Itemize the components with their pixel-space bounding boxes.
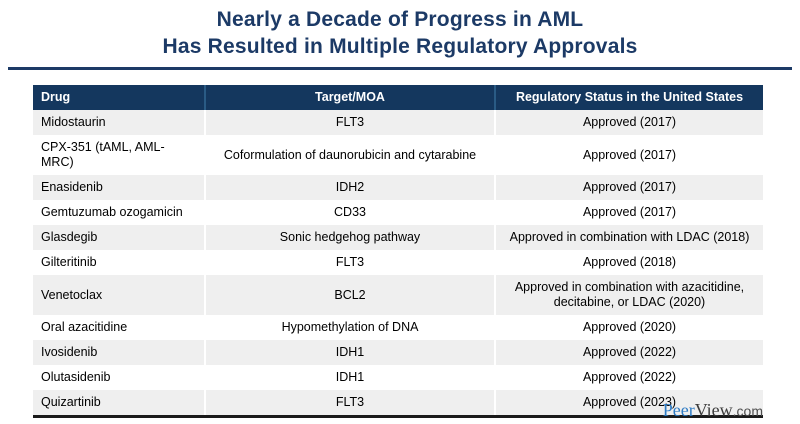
status-cell: Approved (2018): [494, 250, 763, 275]
table-row: Glasdegib Sonic hedgehog pathway Approved …: [33, 225, 763, 250]
drug-cell: Quizartinib: [33, 390, 205, 417]
drug-cell: Glasdegib: [33, 225, 205, 250]
col-header-target: Target/MOA: [204, 85, 495, 110]
drug-cell: Gemtuzumab ozogamicin: [33, 200, 205, 225]
logo-peer-text: Peer: [662, 400, 695, 420]
table-row: Olutasidenib IDH1 Approved (2022): [33, 365, 763, 390]
drug-cell: Enasidenib: [33, 175, 205, 200]
table-row: CPX-351 (tAML, AML-MRC) Coformulation of …: [33, 135, 763, 175]
target-cell: Coformulation of daunorubicin and cytara…: [204, 135, 495, 175]
table-row: Gemtuzumab ozogamicin CD33 Approved (2017): [33, 200, 763, 225]
target-cell: IDH1: [204, 365, 495, 390]
status-cell: Approved (2022): [494, 340, 763, 365]
table-row: Midostaurin FLT3 Approved (2017): [33, 110, 763, 135]
drug-cell: Gilteritinib: [33, 250, 205, 275]
peerview-logo: PeerView.com: [663, 400, 763, 421]
col-header-status: Regulatory Status in the United States: [494, 85, 763, 110]
status-cell: Approved (2023): [494, 390, 763, 417]
drug-cell: Venetoclax: [33, 275, 205, 315]
logo-domain-text: .com: [732, 403, 763, 419]
drug-cell: Olutasidenib: [33, 365, 205, 390]
status-cell: Approved (2020): [494, 315, 763, 340]
slide-title-line2: Has Resulted in Multiple Regulatory Appr…: [162, 35, 638, 58]
slide-title: Nearly a Decade of Progress in AML Has R…: [0, 6, 800, 60]
status-cell: Approved in combination with azacitidine…: [494, 275, 763, 315]
table-row: Quizartinib FLT3 Approved (2023): [33, 390, 763, 417]
status-cell: Approved in combination with LDAC (2018): [494, 225, 763, 250]
col-header-drug: Drug: [33, 85, 205, 110]
target-cell: FLT3: [204, 250, 495, 275]
title-underline-rule: [8, 67, 792, 70]
drug-cell: Ivosidenib: [33, 340, 205, 365]
drug-cell: CPX-351 (tAML, AML-MRC): [33, 135, 205, 175]
approvals-table-wrap: Drug Target/MOA Regulatory Status in the…: [33, 85, 763, 418]
table-row: Enasidenib IDH2 Approved (2017): [33, 175, 763, 200]
table-row: Venetoclax BCL2 Approved in combination wi…: [33, 275, 763, 315]
table-row: Ivosidenib IDH1 Approved (2022): [33, 340, 763, 365]
status-cell: Approved (2017): [494, 135, 763, 175]
table-row: Gilteritinib FLT3 Approved (2018): [33, 250, 763, 275]
status-cell: Approved (2022): [494, 365, 763, 390]
table-body: Midostaurin FLT3 Approved (2017) CPX-351 (t…: [33, 110, 763, 417]
target-cell: BCL2: [204, 275, 495, 315]
target-cell: FLT3: [204, 390, 495, 417]
target-cell: CD33: [204, 200, 495, 225]
target-cell: Hypomethylation of DNA: [204, 315, 495, 340]
drug-cell: Midostaurin: [33, 110, 205, 135]
slide-title-line1: Nearly a Decade of Progress in AML: [216, 8, 584, 31]
target-cell: IDH2: [204, 175, 495, 200]
table-row: Oral azacitidine Hypomethylation of DNA Ap…: [33, 315, 763, 340]
drug-cell: Oral azacitidine: [33, 315, 205, 340]
status-cell: Approved (2017): [494, 175, 763, 200]
status-cell: Approved (2017): [494, 110, 763, 135]
table-header: Drug Target/MOA Regulatory Status in the…: [33, 85, 763, 110]
target-cell: IDH1: [204, 340, 495, 365]
logo-view-text: View: [694, 400, 733, 420]
target-cell: FLT3: [204, 110, 495, 135]
target-cell: Sonic hedgehog pathway: [204, 225, 495, 250]
status-cell: Approved (2017): [494, 200, 763, 225]
approvals-table: Drug Target/MOA Regulatory Status in the…: [33, 85, 763, 418]
